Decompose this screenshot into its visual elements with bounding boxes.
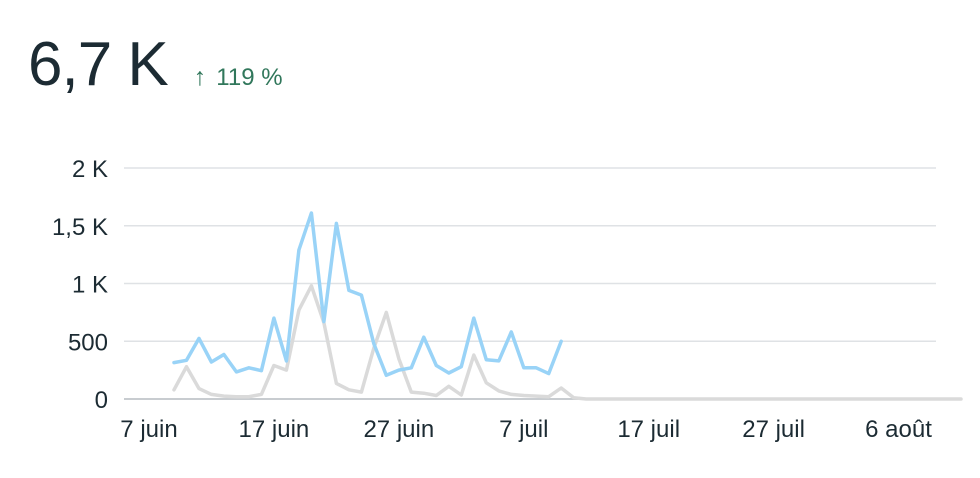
y-tick-label: 0 bbox=[95, 387, 108, 414]
y-tick-label: 500 bbox=[68, 329, 108, 356]
y-tick-label: 1,5 K bbox=[52, 214, 108, 241]
delta-badge: ↑ 119 % bbox=[194, 63, 283, 92]
x-tick-label: 17 juin bbox=[239, 416, 310, 443]
y-axis-ticks: 0 500 1 K 1,5 K 2 K bbox=[52, 156, 108, 414]
x-tick-label: 6 août bbox=[865, 416, 932, 443]
series-lines bbox=[172, 211, 963, 401]
y-tick-label: 1 K bbox=[72, 272, 108, 299]
x-tick-label: 7 juil bbox=[499, 416, 548, 443]
x-tick-label: 17 juil bbox=[617, 416, 680, 443]
x-tick-label: 7 juin bbox=[120, 416, 177, 443]
x-axis-ticks: 7 juin 17 juin 27 juin 7 juil 17 juil 27 juil… bbox=[120, 416, 932, 443]
arrow-up-icon: ↑ bbox=[193, 63, 207, 91]
x-tick-label: 27 juil bbox=[742, 416, 805, 443]
total-value: 6,7 K bbox=[28, 30, 169, 99]
y-tick-label: 2 K bbox=[72, 156, 108, 183]
grid-lines bbox=[124, 167, 936, 400]
summary-header: 6,7 K ↑ 119 % bbox=[28, 34, 283, 96]
series-line bbox=[172, 284, 963, 401]
series-line bbox=[172, 211, 563, 378]
x-tick-label: 27 juin bbox=[363, 416, 434, 443]
delta-percentage: 119 % bbox=[216, 64, 283, 91]
